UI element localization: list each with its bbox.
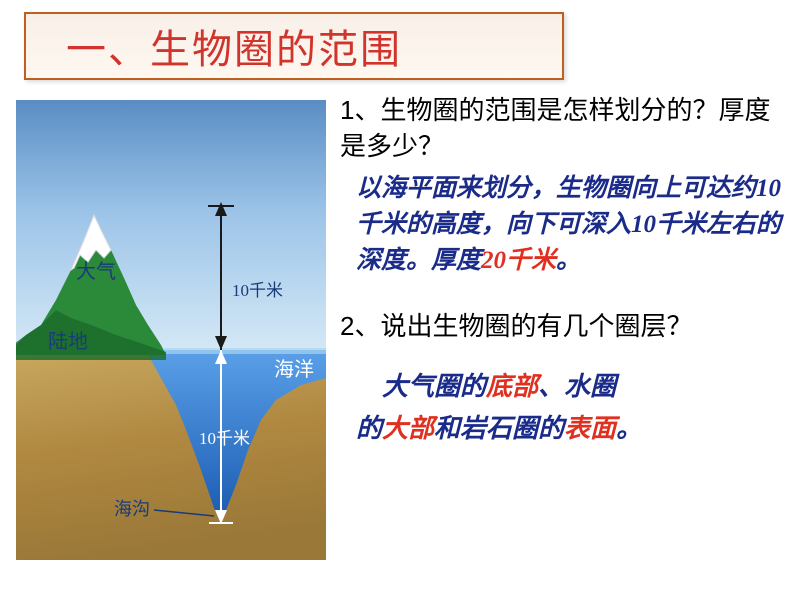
answer-fragment: 以海平面来划分，生物圈向上可达约: [356, 175, 756, 202]
ocean-label: 海洋: [274, 358, 314, 381]
answer-2: 大气圈的底部、水圈的大部和岩石圈的表面。: [340, 366, 784, 449]
answer-fragment: [356, 372, 382, 401]
question-2: 2、说出生物圈的有几个圈层？: [340, 308, 784, 344]
title-box: 一、生物圈的范围: [24, 12, 564, 80]
answer-fragment: 20千米: [481, 247, 556, 274]
answer-fragment: 。: [616, 414, 642, 443]
lower-dist-label: 10千米: [199, 429, 250, 448]
sea-surface: [146, 348, 326, 354]
diagram-svg: 大气 陆地 海洋 海沟 10千米 10千米: [16, 100, 326, 560]
answer-fragment: ，向下可深入: [481, 211, 631, 238]
answer-fragment: 大气圈的: [382, 372, 486, 401]
land-label: 陆地: [48, 330, 88, 353]
answer-1: 以海平面来划分，生物圈向上可达约10千米的高度，向下可深入10千米左右的深度。厚…: [340, 171, 784, 280]
answer-fragment: 。厚度: [406, 247, 481, 274]
answer-fragment: 大部: [382, 414, 434, 443]
question-1: 1、生物圈的范围是怎样划分的？厚度是多少？: [340, 92, 784, 165]
text-content: 1、生物圈的范围是怎样划分的？厚度是多少？ 以海平面来划分，生物圈向上可达约10…: [340, 92, 784, 588]
biosphere-diagram: 大气 陆地 海洋 海沟 10千米 10千米: [16, 100, 326, 560]
upper-dist-label: 10千米: [232, 281, 283, 300]
trench-label: 海沟: [114, 499, 150, 519]
answer-fragment: 、水圈: [538, 372, 616, 401]
answer-2-line: 大气圈的底部、水圈: [356, 366, 784, 408]
answer-fragment: 的: [356, 414, 382, 443]
answer-2-line: 的大部和岩石圈的表面。: [356, 408, 784, 450]
page-title: 一、生物圈的范围: [66, 17, 402, 75]
answer-fragment: 底部: [486, 372, 538, 401]
answer-fragment: 。: [556, 247, 581, 274]
answer-fragment: 表面: [564, 414, 616, 443]
atmosphere-label: 大气: [76, 260, 116, 283]
answer-fragment: 和岩石圈的: [434, 414, 564, 443]
